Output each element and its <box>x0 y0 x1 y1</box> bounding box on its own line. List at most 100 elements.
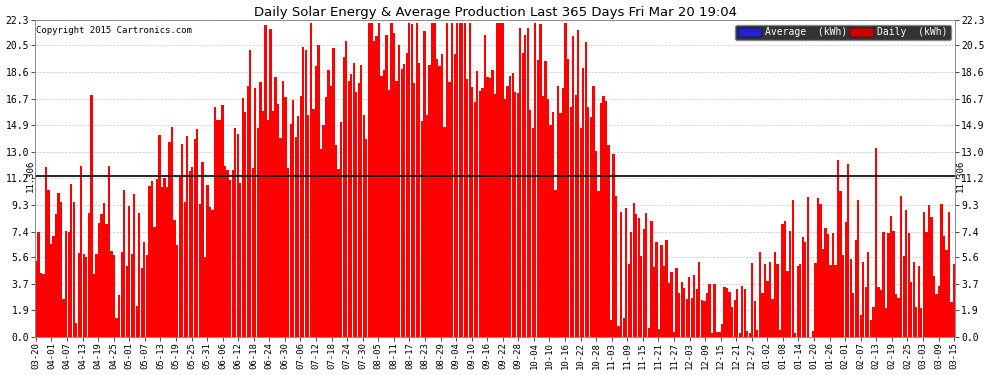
Bar <box>948 212 950 337</box>
Bar <box>201 162 204 337</box>
Bar <box>385 35 388 337</box>
Bar <box>721 324 723 337</box>
Bar <box>403 64 405 337</box>
Bar <box>254 88 256 337</box>
Bar <box>105 224 108 337</box>
Bar <box>178 177 181 337</box>
Bar <box>118 296 120 337</box>
Bar <box>245 112 247 337</box>
Bar <box>181 144 183 337</box>
Bar <box>936 294 938 337</box>
Bar <box>703 301 706 337</box>
Bar <box>613 154 615 337</box>
Bar <box>739 333 741 337</box>
Bar <box>945 250 947 337</box>
Bar <box>54 214 57 337</box>
Bar <box>300 96 302 337</box>
Bar <box>817 198 819 337</box>
Bar <box>40 273 42 337</box>
Bar <box>320 149 322 337</box>
Bar <box>779 330 781 337</box>
Bar <box>567 59 569 337</box>
Bar <box>636 214 638 337</box>
Bar <box>913 262 915 337</box>
Bar <box>625 209 628 337</box>
Bar <box>333 48 335 337</box>
Bar <box>652 267 655 337</box>
Bar <box>736 289 739 337</box>
Bar <box>840 191 842 337</box>
Bar <box>726 288 729 337</box>
Bar <box>854 240 857 337</box>
Bar <box>153 226 155 337</box>
Bar <box>133 194 136 337</box>
Bar <box>564 23 566 337</box>
Bar <box>623 318 625 337</box>
Bar <box>660 246 662 337</box>
Bar <box>753 301 756 337</box>
Bar <box>729 292 731 337</box>
Bar <box>900 196 902 337</box>
Bar <box>43 274 45 337</box>
Bar <box>820 204 822 337</box>
Bar <box>926 231 928 337</box>
Bar <box>950 302 952 337</box>
Bar <box>686 298 688 337</box>
Bar <box>766 282 768 337</box>
Bar <box>45 167 48 337</box>
Bar <box>585 42 587 337</box>
Bar <box>141 268 143 337</box>
Bar <box>857 200 859 337</box>
Bar <box>360 65 362 337</box>
Bar <box>160 187 163 337</box>
Bar <box>139 213 141 337</box>
Bar <box>441 54 444 337</box>
Bar <box>647 328 650 337</box>
Bar <box>50 244 52 337</box>
Bar <box>938 286 940 337</box>
Bar <box>168 142 170 337</box>
Bar <box>680 282 683 337</box>
Bar <box>183 202 186 337</box>
Bar <box>211 210 214 337</box>
Bar <box>292 100 294 337</box>
Bar <box>670 272 673 337</box>
Bar <box>85 257 87 337</box>
Bar <box>771 299 773 337</box>
Bar <box>90 94 92 337</box>
Bar <box>918 266 920 337</box>
Bar <box>418 63 421 337</box>
Bar <box>895 294 897 337</box>
Bar <box>724 287 726 337</box>
Bar <box>496 23 499 337</box>
Bar <box>155 179 158 337</box>
Bar <box>827 234 830 337</box>
Bar <box>458 23 460 337</box>
Bar <box>746 332 748 337</box>
Bar <box>579 128 582 337</box>
Bar <box>401 69 403 337</box>
Bar <box>756 330 758 337</box>
Bar <box>413 82 416 337</box>
Bar <box>330 86 333 337</box>
Bar <box>256 128 259 337</box>
Text: 11.306: 11.306 <box>955 160 964 192</box>
Bar <box>239 183 242 337</box>
Bar <box>761 293 763 337</box>
Bar <box>931 217 933 337</box>
Bar <box>204 257 206 337</box>
Bar <box>297 116 299 337</box>
Bar <box>176 245 178 337</box>
Bar <box>678 294 680 337</box>
Bar <box>338 169 340 337</box>
Bar <box>189 171 191 337</box>
Bar <box>592 86 595 337</box>
Bar <box>557 86 559 337</box>
Bar <box>542 96 545 337</box>
Bar <box>424 32 426 337</box>
Bar <box>630 232 633 337</box>
Bar <box>711 333 713 337</box>
Bar <box>849 259 851 337</box>
Bar <box>701 300 703 337</box>
Bar <box>870 320 872 337</box>
